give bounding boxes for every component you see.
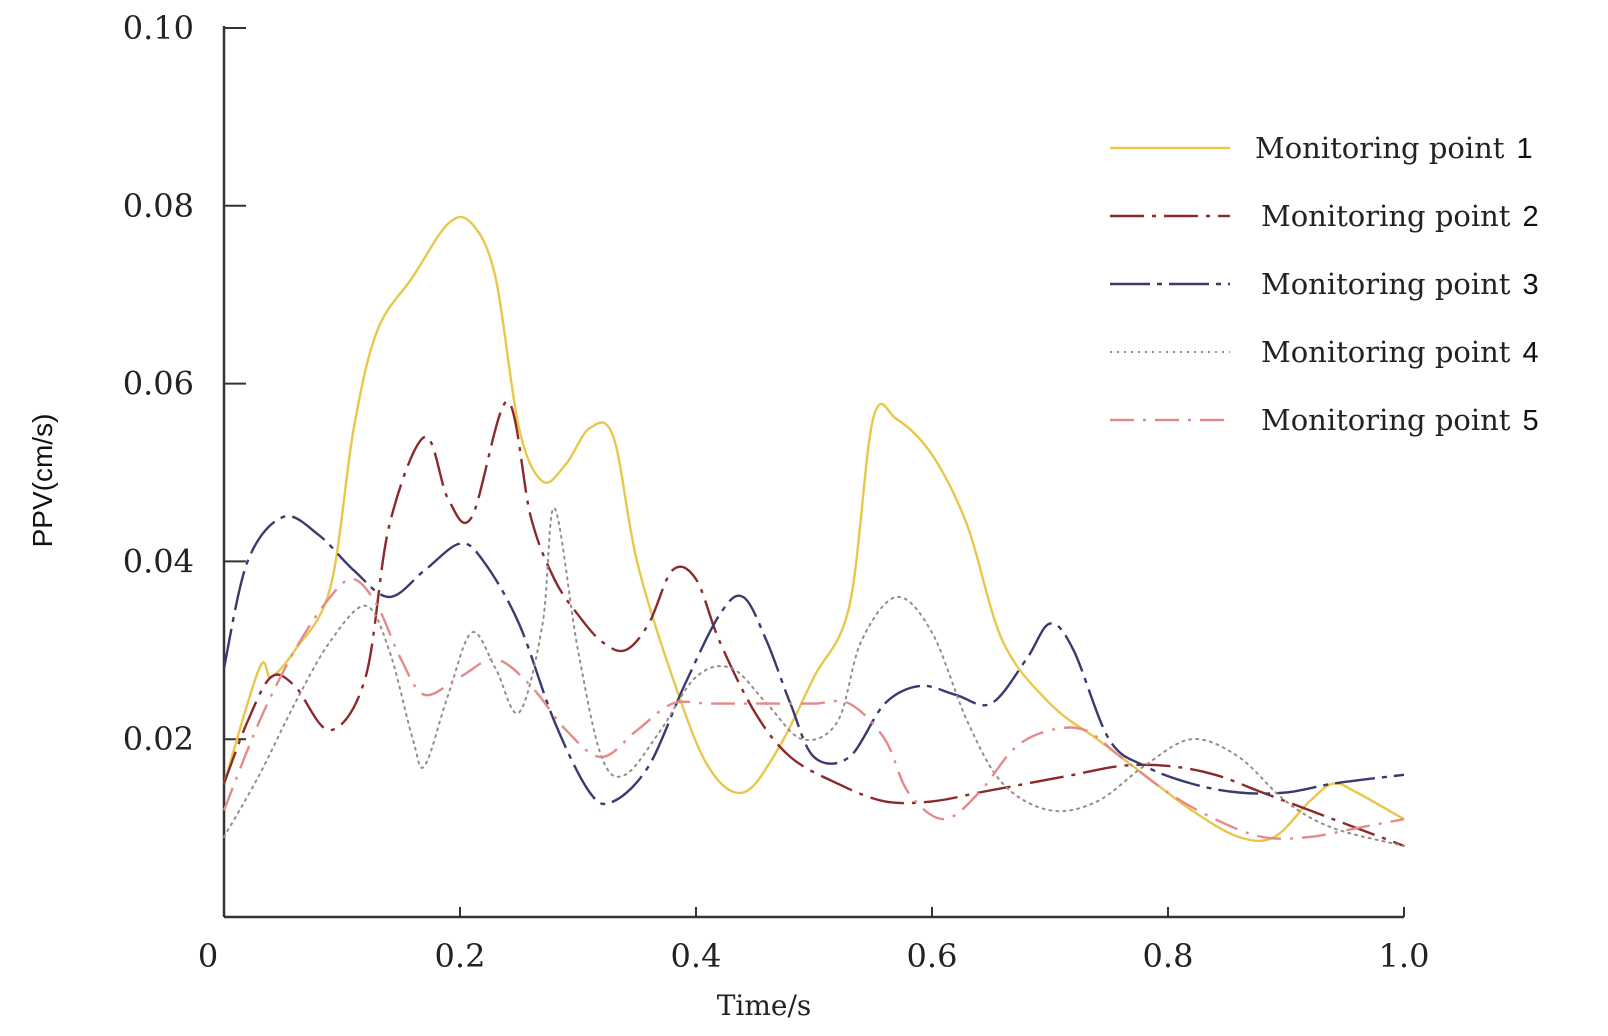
series-line-monitoring-point-1 [222, 215, 1405, 843]
legend-label-number: 2 [1522, 201, 1538, 233]
series-line-monitoring-point-5 [222, 577, 1405, 840]
series-line-monitoring-point-2 [222, 400, 1405, 848]
y-tick-label: 0.10 [123, 9, 194, 47]
legend-item-2: Monitoring point 2 [1110, 199, 1539, 233]
legend-label-name: Monitoring point [1261, 403, 1511, 437]
y-tick-label: 0.04 [123, 542, 194, 580]
x-tick-label: 0.8 [1143, 937, 1194, 975]
legend-item-3: Monitoring point 3 [1110, 267, 1539, 301]
legend-item-1: Monitoring point 1 [1110, 131, 1533, 165]
legend-label: Monitoring point 5 [1261, 403, 1539, 437]
legend-label: Monitoring point 4 [1261, 335, 1539, 369]
x-tick-label: 0.2 [435, 937, 486, 975]
series-line-monitoring-point-3 [222, 514, 1405, 806]
series-layer [222, 215, 1405, 848]
legend-label: Monitoring point 1 [1255, 131, 1533, 165]
series-line-monitoring-point-4 [223, 507, 1405, 847]
axes: 0 0.2 0.4 0.6 0.8 1.0 0.02 0.04 0.06 0.08 0.10 Time… [27, 9, 1429, 1022]
legend-label: Monitoring point 2 [1261, 199, 1539, 233]
legend-label-name: Monitoring point [1261, 267, 1511, 301]
legend-item-4: Monitoring point 4 [1110, 335, 1539, 369]
legend-label-name: Monitoring point [1261, 199, 1511, 233]
legend-item-5: Monitoring point 5 [1110, 403, 1539, 437]
legend-label-number: 4 [1522, 337, 1538, 369]
legend-label-number: 5 [1522, 405, 1538, 437]
legend-label-number: 1 [1516, 133, 1532, 165]
legend-label-name: Monitoring point [1261, 335, 1511, 369]
x-axis-title: Time/s [717, 989, 812, 1022]
x-tick-label: 0 [198, 937, 218, 975]
y-tick-label: 0.06 [123, 365, 194, 403]
y-tick-label: 0.08 [123, 187, 194, 225]
y-axis-title: PPV(cm/s) [27, 414, 58, 548]
legend-label-name: Monitoring point [1255, 131, 1505, 165]
legend-label: Monitoring point 3 [1261, 267, 1539, 301]
x-tick-label: 0.4 [671, 937, 722, 975]
x-tick-label: 1.0 [1379, 937, 1430, 975]
legend-label-number: 3 [1522, 269, 1538, 301]
x-tick-label: 0.6 [907, 937, 958, 975]
y-tick-label: 0.02 [123, 720, 194, 758]
